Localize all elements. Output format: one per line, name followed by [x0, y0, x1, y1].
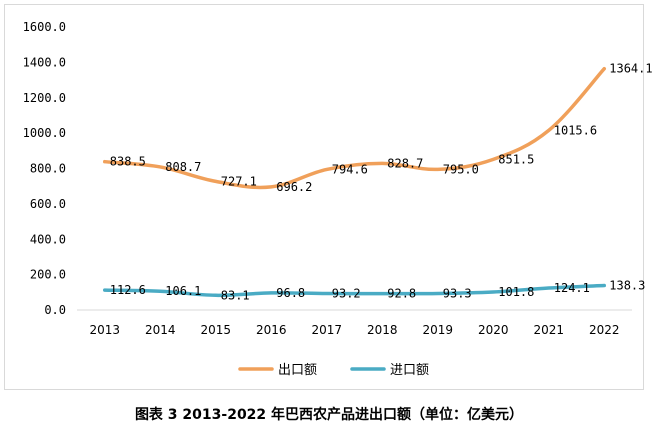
figure-caption: 图表 3 2013-2022 年巴西农产品进出口额（单位：亿美元） — [134, 407, 524, 423]
y-tick-label: 1400.0 — [23, 55, 66, 69]
x-tick-label: 2013 — [89, 323, 120, 337]
data-label: 1015.6 — [554, 123, 597, 137]
export-series-line — [103, 66, 606, 190]
y-tick-label: 800.0 — [30, 162, 66, 176]
data-label: 112.6 — [110, 283, 146, 297]
chart-frame — [4, 4, 644, 390]
data-label: 124.1 — [554, 281, 590, 295]
data-label: 96.8 — [276, 286, 305, 300]
y-tick-label: 1000.0 — [23, 126, 66, 140]
x-tick-label: 2019 — [422, 323, 453, 337]
x-tick-label: 2021 — [533, 323, 564, 337]
legend-label-import: 进口额 — [390, 363, 429, 378]
import-series-line — [103, 283, 606, 298]
data-label: 138.3 — [609, 279, 645, 293]
data-label: 828.7 — [387, 156, 423, 170]
data-label: 92.8 — [387, 287, 416, 301]
x-tick-label: 2015 — [200, 323, 231, 337]
data-label: 795.0 — [443, 162, 479, 176]
x-tick-label: 2022 — [589, 323, 620, 337]
y-tick-label: 1200.0 — [23, 91, 66, 105]
y-tick-label: 400.0 — [30, 232, 66, 246]
line-chart: 0.0 200.0 400.0 600.0 800.0 1000.0 1200.0 1400.… — [23, 20, 653, 378]
data-label: 83.1 — [221, 288, 250, 302]
data-label: 808.7 — [165, 160, 201, 174]
x-tick-label: 2018 — [367, 323, 398, 337]
data-label: 101.8 — [498, 285, 534, 299]
data-label: 727.1 — [221, 174, 257, 188]
y-tick-label: 200.0 — [30, 268, 66, 282]
legend-label-export: 出口额 — [278, 363, 317, 378]
data-label: 696.2 — [276, 180, 312, 194]
y-tick-label: 1600.0 — [23, 20, 66, 34]
data-label: 106.1 — [165, 284, 201, 298]
data-label: 93.3 — [443, 286, 472, 300]
data-label: 93.2 — [332, 287, 361, 301]
data-label: 1364.1 — [609, 62, 652, 76]
data-label: 794.6 — [332, 162, 368, 176]
x-tick-label: 2017 — [311, 323, 342, 337]
y-tick-label: 600.0 — [30, 197, 66, 211]
x-tick-label: 2016 — [256, 323, 287, 337]
x-tick-label: 2014 — [145, 323, 176, 337]
x-tick-label: 2020 — [478, 323, 509, 337]
data-label: 838.5 — [110, 155, 146, 169]
y-tick-label: 0.0 — [44, 303, 66, 317]
data-label: 851.5 — [498, 152, 534, 166]
